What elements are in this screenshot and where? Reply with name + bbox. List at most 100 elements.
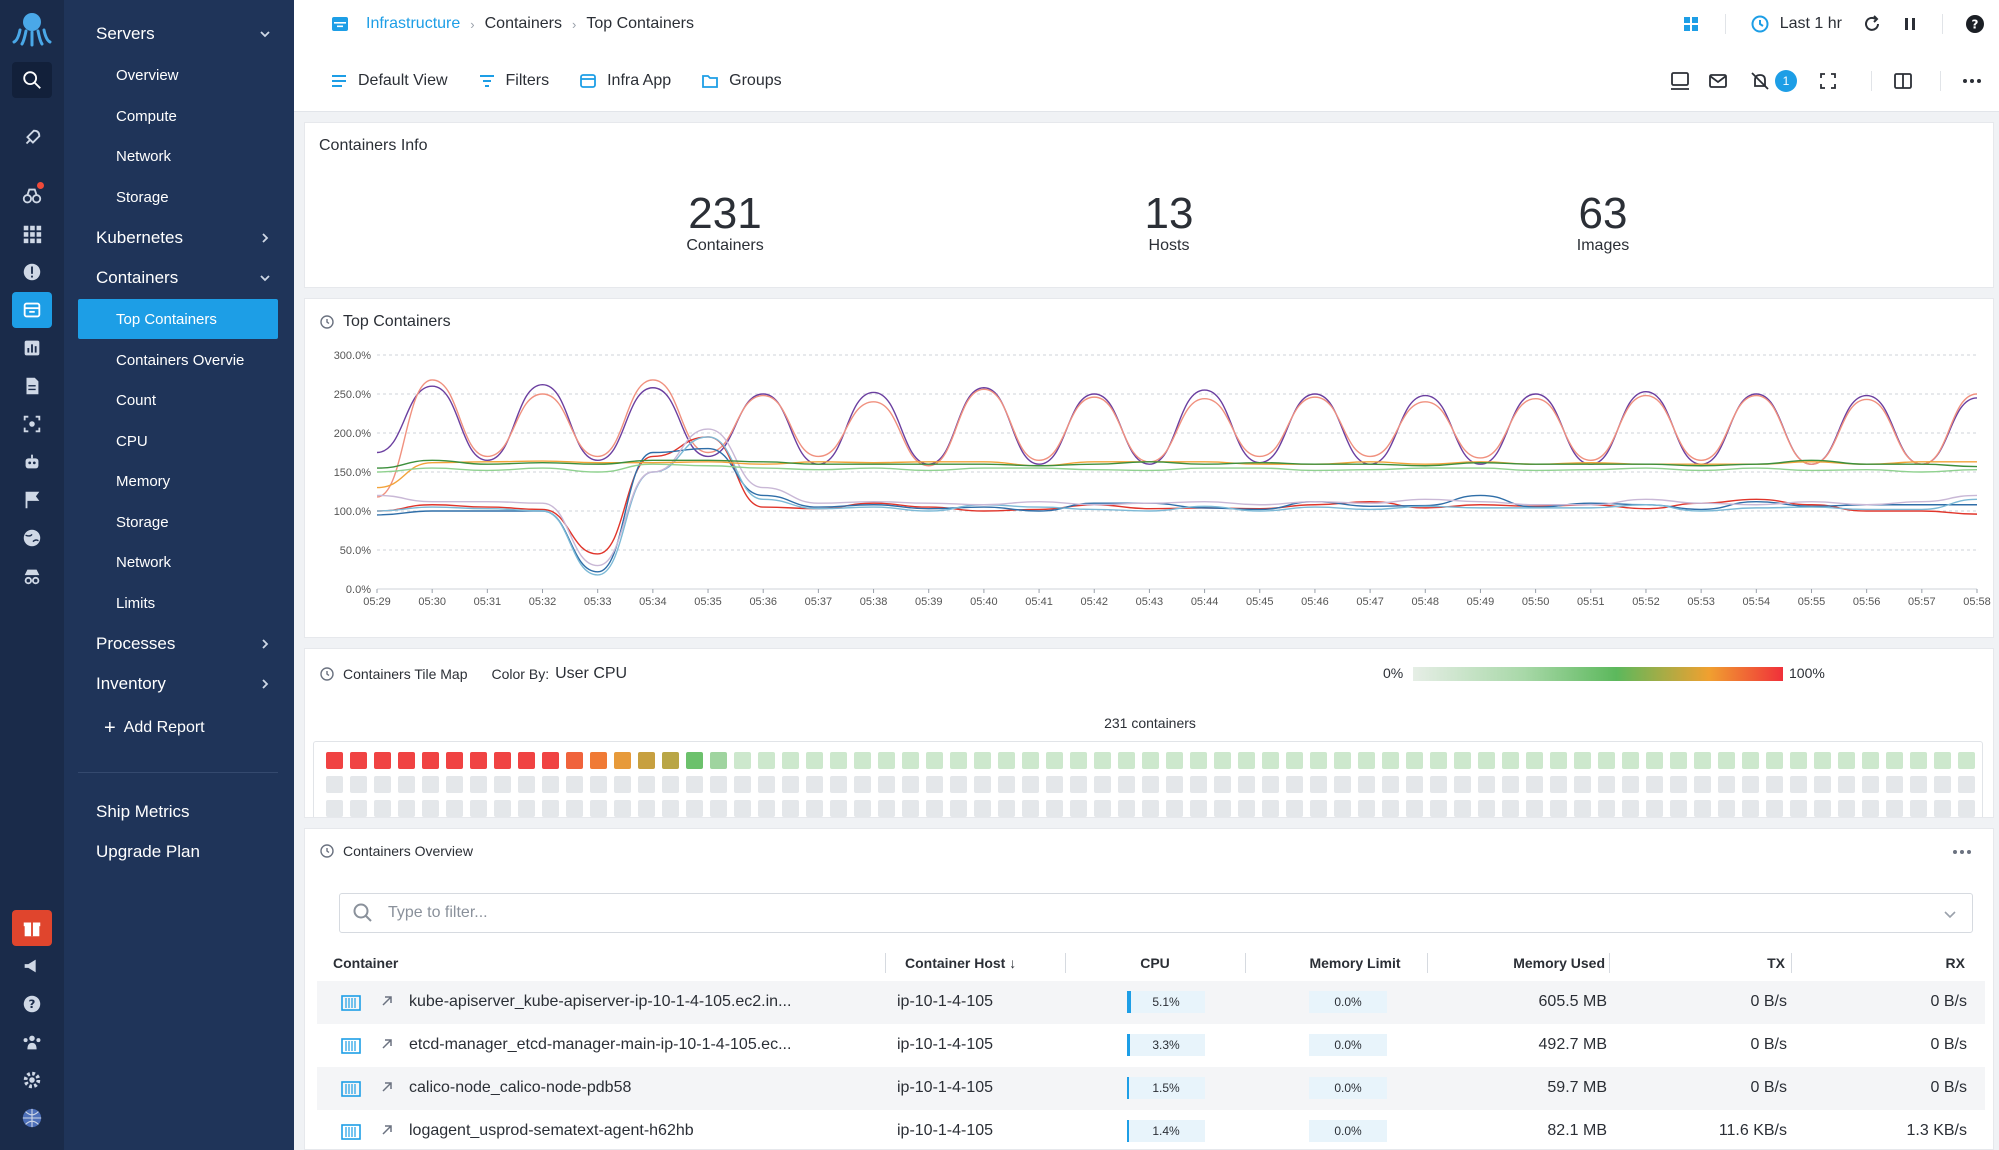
container-tile[interactable]	[1598, 776, 1615, 793]
container-tile[interactable]	[1190, 800, 1207, 817]
container-tile[interactable]	[806, 752, 823, 769]
container-tile[interactable]	[662, 776, 679, 793]
container-tile[interactable]	[1790, 752, 1807, 769]
container-tile[interactable]	[1766, 752, 1783, 769]
container-tile[interactable]	[782, 752, 799, 769]
container-tile[interactable]	[1670, 800, 1687, 817]
container-tile[interactable]	[1622, 776, 1639, 793]
container-tile[interactable]	[1502, 800, 1519, 817]
container-tile[interactable]	[1094, 800, 1111, 817]
nav-item-network[interactable]: Network	[64, 138, 294, 174]
container-tile[interactable]	[1694, 800, 1711, 817]
container-tile[interactable]	[1814, 800, 1831, 817]
container-tile[interactable]	[494, 752, 511, 769]
open-link-icon[interactable]	[379, 1036, 395, 1052]
container-tile[interactable]	[758, 776, 775, 793]
nav-section-kubernetes[interactable]: Kubernetes	[64, 220, 294, 256]
container-tile[interactable]	[1574, 752, 1591, 769]
settings-gear-icon[interactable]	[12, 1062, 52, 1098]
container-tile[interactable]	[1838, 800, 1855, 817]
table-row[interactable]: kube-apiserver_kube-apiserver-ip-10-1-4-…	[317, 981, 1985, 1024]
container-tile[interactable]	[614, 752, 631, 769]
col-container-host[interactable]: Container Host ↓	[905, 955, 1017, 971]
col-divider[interactable]	[885, 953, 886, 973]
time-range-picker[interactable]: Last 1 hr	[1750, 14, 1842, 34]
nav-section-inventory[interactable]: Inventory	[64, 666, 294, 702]
container-tile[interactable]	[1022, 776, 1039, 793]
container-tile[interactable]	[1454, 776, 1471, 793]
open-link-icon[interactable]	[379, 1122, 395, 1138]
container-tile[interactable]	[1262, 752, 1279, 769]
container-tile[interactable]	[734, 800, 751, 817]
container-tile[interactable]	[1886, 800, 1903, 817]
container-tile[interactable]	[1718, 776, 1735, 793]
nav-item-network[interactable]: Network	[64, 544, 294, 580]
container-tile[interactable]	[1814, 752, 1831, 769]
container-tile[interactable]	[1358, 776, 1375, 793]
nav-item-limits[interactable]: Limits	[64, 585, 294, 621]
container-tile[interactable]	[542, 752, 559, 769]
container-tile[interactable]	[1670, 776, 1687, 793]
container-tile[interactable]	[758, 800, 775, 817]
container-tile[interactable]	[494, 800, 511, 817]
cell-container[interactable]: calico-node_calico-node-pdb58	[409, 1079, 632, 1096]
open-link-icon[interactable]	[379, 993, 395, 1009]
container-tile[interactable]	[1958, 800, 1975, 817]
container-tile[interactable]	[1094, 776, 1111, 793]
container-tile[interactable]	[950, 800, 967, 817]
container-tile[interactable]	[1862, 800, 1879, 817]
container-tile[interactable]	[1934, 752, 1951, 769]
container-tile[interactable]	[542, 800, 559, 817]
nav-item-cpu[interactable]: CPU	[64, 423, 294, 459]
col-cpu[interactable]: CPU	[1140, 955, 1170, 971]
container-tile[interactable]	[1478, 752, 1495, 769]
container-tile[interactable]	[830, 752, 847, 769]
container-tile[interactable]	[1046, 752, 1063, 769]
email-report-button[interactable]	[1707, 70, 1729, 92]
container-tile[interactable]	[1862, 776, 1879, 793]
container-tile[interactable]	[686, 776, 703, 793]
filters-button[interactable]: Filters	[478, 72, 549, 90]
account-avatar-icon[interactable]	[12, 1100, 52, 1136]
container-tile[interactable]	[638, 800, 655, 817]
dashboard-switch-button[interactable]	[1681, 14, 1701, 34]
container-tile[interactable]	[902, 752, 919, 769]
container-tile[interactable]	[1166, 776, 1183, 793]
container-tile[interactable]	[326, 752, 343, 769]
container-tile[interactable]	[998, 776, 1015, 793]
help-button[interactable]: ?	[1965, 14, 1985, 34]
container-tile[interactable]	[782, 776, 799, 793]
container-tile[interactable]	[854, 752, 871, 769]
container-tile[interactable]	[1358, 800, 1375, 817]
container-tile[interactable]	[494, 776, 511, 793]
container-tile[interactable]	[326, 776, 343, 793]
container-tile[interactable]	[1982, 752, 1983, 769]
container-tile[interactable]	[1166, 752, 1183, 769]
container-tile[interactable]	[1934, 800, 1951, 817]
container-tile[interactable]	[1118, 752, 1135, 769]
default-view-button[interactable]: Default View	[330, 72, 448, 90]
container-tile[interactable]	[902, 800, 919, 817]
container-tile[interactable]	[710, 752, 727, 769]
container-tile[interactable]	[1430, 776, 1447, 793]
container-tile[interactable]	[470, 776, 487, 793]
container-tile[interactable]	[1646, 776, 1663, 793]
open-link-icon[interactable]	[379, 1079, 395, 1095]
container-tile[interactable]	[1694, 776, 1711, 793]
container-tile[interactable]	[1838, 776, 1855, 793]
cell-container[interactable]: kube-apiserver_kube-apiserver-ip-10-1-4-…	[409, 993, 792, 1010]
container-tile[interactable]	[974, 800, 991, 817]
container-tile[interactable]	[422, 776, 439, 793]
nav-item-storage[interactable]: Storage	[64, 179, 294, 215]
container-tile[interactable]	[374, 752, 391, 769]
container-tile[interactable]	[1118, 776, 1135, 793]
col-container[interactable]: Container	[333, 955, 399, 971]
alerts-button[interactable]: 1	[1749, 70, 1797, 92]
container-tile[interactable]	[1406, 776, 1423, 793]
container-tile[interactable]	[1742, 776, 1759, 793]
container-tile[interactable]	[614, 776, 631, 793]
container-tile[interactable]	[1046, 800, 1063, 817]
container-tile[interactable]	[1310, 752, 1327, 769]
container-tile[interactable]	[854, 800, 871, 817]
container-tile[interactable]	[1502, 776, 1519, 793]
